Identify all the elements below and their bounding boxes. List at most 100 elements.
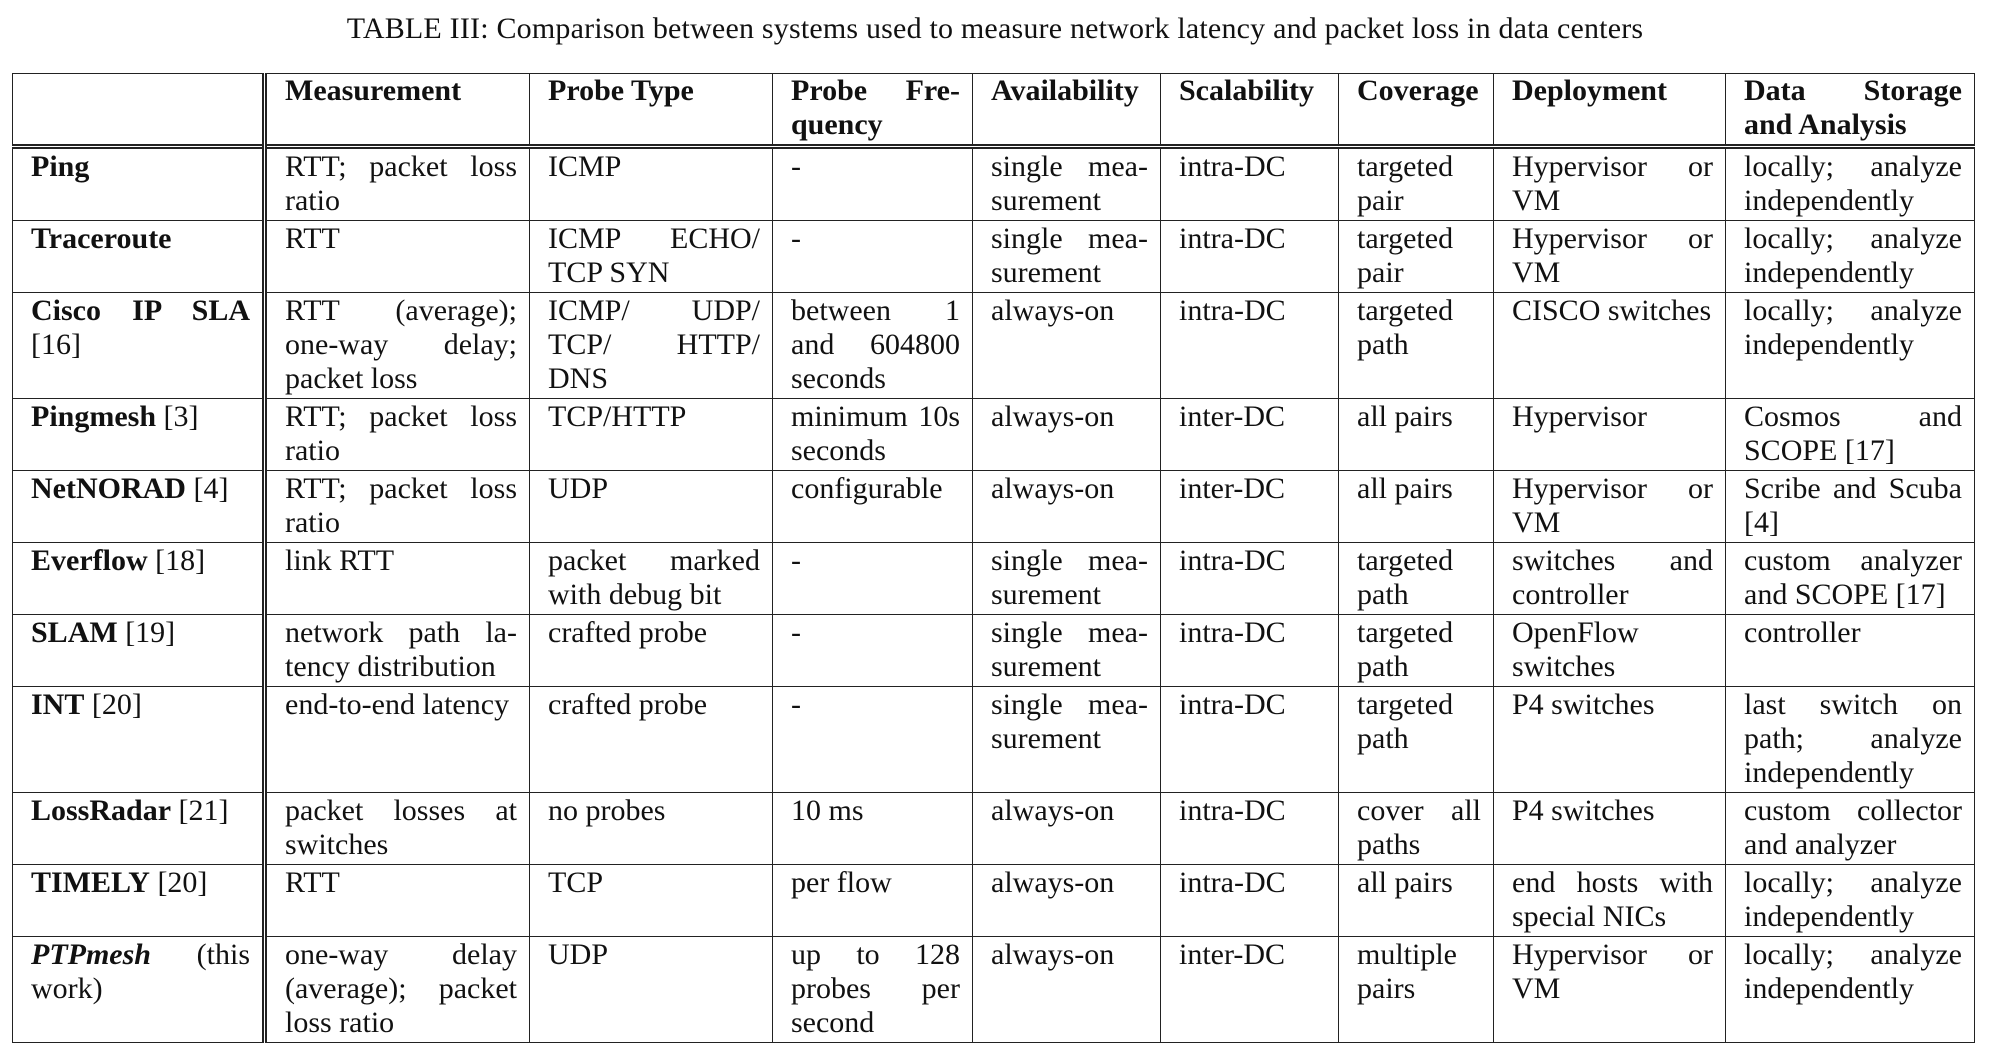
cell-deployment: switches and controller <box>1493 542 1726 615</box>
cell-coverage: all pairs <box>1338 398 1494 471</box>
cell-deployment: Hypervisor <box>1493 398 1726 471</box>
cell-deployment: P4 switches <box>1493 686 1726 793</box>
cell-system: NetNORAD [4] <box>12 470 267 543</box>
cell-scalability: intra-DC <box>1160 864 1339 937</box>
system-name: Ping <box>31 150 90 183</box>
cell-measurement: RTT (average); one-way delay; packet los… <box>264 292 530 399</box>
cell-measurement: link RTT <box>264 542 530 615</box>
cell-probe-type: ICMP ECHO/ TCP SYN <box>529 220 773 293</box>
cell-probe-type: crafted probe <box>529 686 773 793</box>
cell-measurement: end-to-end latency <box>264 686 530 793</box>
cell-deployment: Hypervisor or VM <box>1493 470 1726 543</box>
cell-storage: Cosmos and SCOPE [17] <box>1725 398 1975 471</box>
cell-availability: always-on <box>972 398 1161 471</box>
cell-system: Pingmesh [3] <box>12 398 267 471</box>
header-cell-data-storage: Data Storage and Analysis <box>1725 73 1975 147</box>
cell-storage: custom collector and analyzer <box>1725 792 1975 865</box>
cell-deployment: P4 switches <box>1493 792 1726 865</box>
comparison-table: Measurement Probe Type Probe Fre-quency … <box>12 73 1975 1043</box>
cell-system: Ping <box>12 144 267 221</box>
cell-scalability: intra-DC <box>1160 614 1339 687</box>
cell-frequency: - <box>772 614 973 687</box>
cell-frequency: between 1 and 604800 seconds <box>772 292 973 399</box>
system-reference: [3] <box>156 400 199 433</box>
header-cell-probe-frequency: Probe Fre-quency <box>772 73 973 147</box>
system-name: Cisco IP SLA <box>31 294 250 327</box>
cell-storage: controller <box>1725 614 1975 687</box>
cell-frequency: - <box>772 144 973 221</box>
comparison-table-container: Measurement Probe Type Probe Fre-quency … <box>12 73 1975 1043</box>
system-reference: (this work) <box>31 938 250 1005</box>
table-body: Ping RTT; packet loss ratio ICMP - single me… <box>12 144 1975 1043</box>
system-reference: [16] <box>31 328 81 361</box>
table-row: TIMELY [20] RTT TCP per flow always-on intra-… <box>12 864 1975 937</box>
header-cell-deployment: Deployment <box>1493 73 1726 147</box>
cell-coverage: cover all paths <box>1338 792 1494 865</box>
cell-probe-type: ICMP/ UDP/ TCP/ HTTP/ DNS <box>529 292 773 399</box>
cell-availability: single mea-surement <box>972 614 1161 687</box>
cell-availability: single mea-surement <box>972 542 1161 615</box>
table-row: SLAM [19] network path la-tency distribut… <box>12 614 1975 687</box>
cell-probe-type: TCP/HTTP <box>529 398 773 471</box>
cell-coverage: all pairs <box>1338 470 1494 543</box>
system-name: PTPmesh <box>31 938 151 971</box>
table-caption: TABLE III: Comparison between systems us… <box>346 12 1644 45</box>
cell-availability: always-on <box>972 470 1161 543</box>
cell-measurement: network path la-tency distribution <box>264 614 530 687</box>
cell-measurement: RTT <box>264 220 530 293</box>
table-row: Ping RTT; packet loss ratio ICMP - single me… <box>12 144 1975 221</box>
system-reference: [20] <box>84 688 142 721</box>
cell-coverage: targeted pair <box>1338 220 1494 293</box>
table-row: Traceroute RTT ICMP ECHO/ TCP SYN - single m… <box>12 220 1975 293</box>
cell-coverage: targeted path <box>1338 542 1494 615</box>
cell-storage: custom analyzer and SCOPE [17] <box>1725 542 1975 615</box>
cell-frequency: per flow <box>772 864 973 937</box>
cell-frequency: up to 128 probes per second <box>772 936 973 1043</box>
cell-deployment: Hypervisor or VM <box>1493 144 1726 221</box>
system-name: SLAM <box>31 616 118 649</box>
cell-storage: Scribe and Scuba [4] <box>1725 470 1975 543</box>
cell-availability: single mea-surement <box>972 686 1161 793</box>
cell-frequency: minimum 10s seconds <box>772 398 973 471</box>
cell-probe-type: packet marked with debug bit <box>529 542 773 615</box>
system-reference: [19] <box>117 616 176 649</box>
cell-scalability: intra-DC <box>1160 686 1339 793</box>
cell-probe-type: UDP <box>529 936 773 1043</box>
cell-probe-type: TCP <box>529 864 773 937</box>
cell-measurement: RTT <box>264 864 530 937</box>
cell-storage: last switch on path; analyze independent… <box>1725 686 1975 793</box>
cell-system: Everflow [18] <box>12 542 267 615</box>
cell-availability: always-on <box>972 792 1161 865</box>
cell-scalability: inter-DC <box>1160 398 1339 471</box>
cell-coverage: targeted path <box>1338 614 1494 687</box>
table-row: LossRadar [21] packet losses at switches n… <box>12 792 1975 865</box>
table-row: Pingmesh [3] RTT; packet loss ratio TCP/HT… <box>12 398 1975 471</box>
cell-availability: single mea-surement <box>972 220 1161 293</box>
cell-measurement: RTT; packet loss ratio <box>264 398 530 471</box>
cell-scalability: intra-DC <box>1160 144 1339 221</box>
table-row: PTPmesh (this work) one-way delay (averag… <box>12 936 1975 1043</box>
system-name: LossRadar <box>31 794 172 827</box>
cell-storage: locally; analyze independently <box>1725 292 1975 399</box>
table-row: NetNORAD [4] RTT; packet loss ratio UDP con… <box>12 470 1975 543</box>
cell-system: Cisco IP SLA [16] <box>12 292 267 399</box>
header-cell-scalability: Scalability <box>1160 73 1339 147</box>
cell-scalability: intra-DC <box>1160 292 1339 399</box>
cell-deployment: OpenFlow switches <box>1493 614 1726 687</box>
cell-measurement: packet losses at switches <box>264 792 530 865</box>
system-reference: [20] <box>149 866 208 899</box>
cell-frequency: - <box>772 542 973 615</box>
cell-coverage: multiple pairs <box>1338 936 1494 1043</box>
cell-storage: locally; analyze independently <box>1725 864 1975 937</box>
cell-measurement: RTT; packet loss ratio <box>264 470 530 543</box>
cell-system: PTPmesh (this work) <box>12 936 267 1043</box>
system-reference: [4] <box>185 472 229 505</box>
cell-availability: always-on <box>972 292 1161 399</box>
cell-system: Traceroute <box>12 220 267 293</box>
header-cell-coverage: Coverage <box>1338 73 1494 147</box>
cell-coverage: targeted pair <box>1338 144 1494 221</box>
cell-deployment: Hypervisor or VM <box>1493 936 1726 1043</box>
header-cell-measurement: Measurement <box>264 73 530 147</box>
cell-probe-type: UDP <box>529 470 773 543</box>
cell-storage: locally; analyze independently <box>1725 220 1975 293</box>
